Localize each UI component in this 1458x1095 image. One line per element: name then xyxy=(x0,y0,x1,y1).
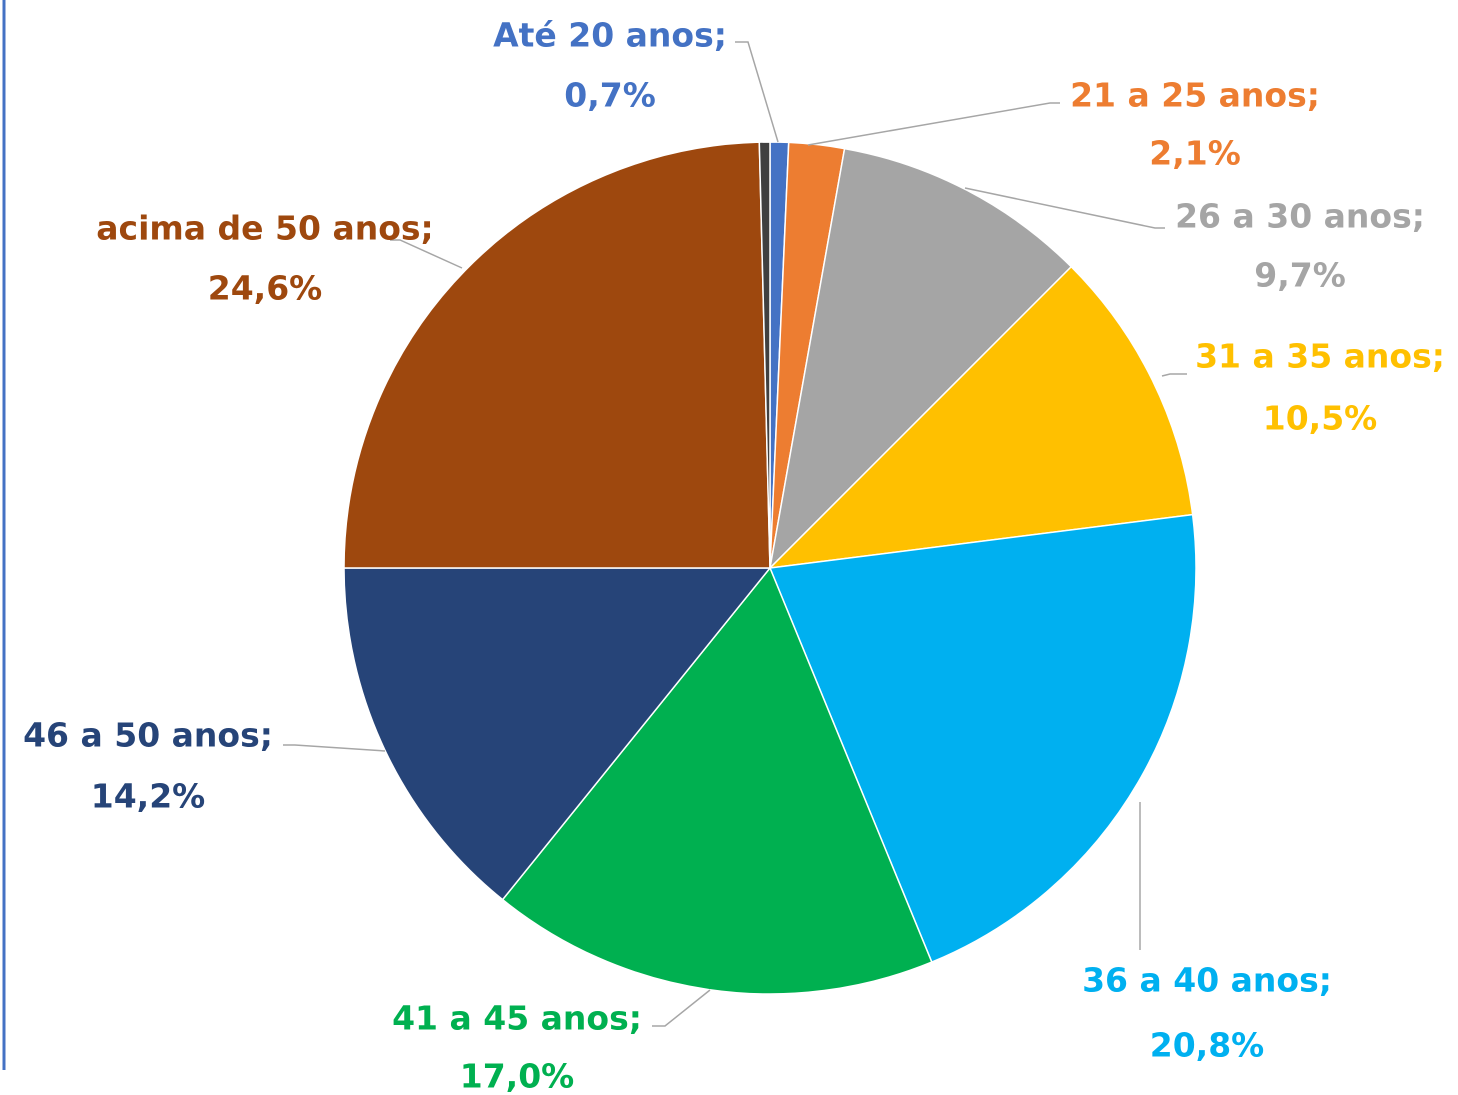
leader-line xyxy=(807,102,1060,146)
leader-line xyxy=(1161,373,1187,377)
pie-slice xyxy=(758,141,771,569)
pie-slice xyxy=(768,513,1197,964)
leader-line xyxy=(735,41,779,143)
slice-label: 26 a 30 anos; xyxy=(1175,197,1425,236)
slice-label: acima de 50 anos; xyxy=(96,209,433,248)
slice-value: 10,5% xyxy=(1263,399,1378,438)
pie-slice xyxy=(343,567,772,901)
leader-line xyxy=(390,239,463,269)
pie-slice xyxy=(767,265,1194,570)
slice-value: 20,8% xyxy=(1150,1026,1265,1065)
pie-slice xyxy=(501,566,933,995)
slice-label: Até 20 anos; xyxy=(493,16,727,55)
slice-value: 2,1% xyxy=(1149,134,1241,173)
slice-label: 36 a 40 anos; xyxy=(1082,961,1332,1000)
leader-line xyxy=(964,187,1165,229)
slice-value: 24,6% xyxy=(208,269,323,308)
slice-label: 41 a 45 anos; xyxy=(392,999,642,1038)
pie-slice xyxy=(343,141,771,569)
slice-value: 14,2% xyxy=(91,777,206,816)
slice-value: 0,7% xyxy=(564,76,656,115)
slice-value: 17,0% xyxy=(460,1057,575,1095)
slice-value: 9,7% xyxy=(1254,256,1346,295)
leader-line xyxy=(652,989,711,1027)
slice-label: 21 a 25 anos; xyxy=(1070,76,1320,115)
pie-slice xyxy=(768,147,1073,571)
leader-line xyxy=(283,744,386,752)
slice-label: 31 a 35 anos; xyxy=(1195,337,1445,376)
slice-label: 46 a 50 anos; xyxy=(23,716,273,755)
